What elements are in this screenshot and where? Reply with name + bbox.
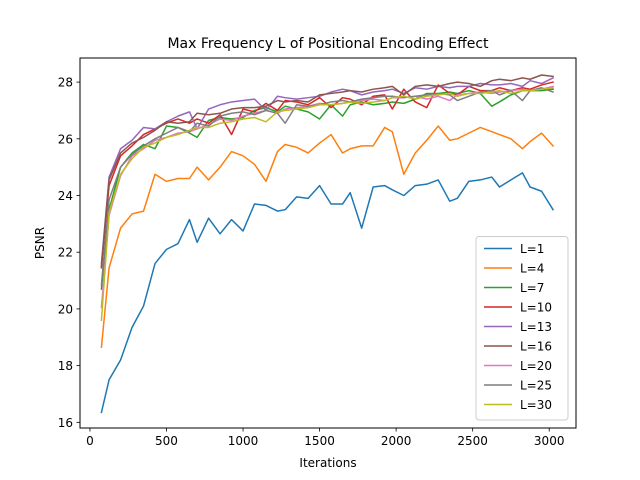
series-lines bbox=[100, 74, 555, 414]
x-tick-label: 2000 bbox=[381, 434, 412, 448]
series-line-l-30 bbox=[100, 86, 554, 322]
x-tick-label: 3000 bbox=[534, 434, 565, 448]
series-line-l-13 bbox=[100, 76, 555, 265]
y-axis-label: PSNR bbox=[33, 227, 47, 259]
y-axis-ticks: 16 18 20 22 24 26 28 bbox=[58, 76, 80, 430]
legend-box bbox=[475, 236, 569, 421]
legend: L=1 L=4 L=7 L=10 L=13 L=16 L=20 L=25 L=30 bbox=[475, 236, 569, 421]
y-tick-label: 22 bbox=[58, 246, 73, 260]
legend-label: L=4 bbox=[520, 262, 544, 276]
legend-label: L=30 bbox=[520, 398, 552, 412]
y-tick-label: 28 bbox=[58, 76, 73, 90]
legend-label: L=1 bbox=[520, 242, 544, 256]
legend-label: L=25 bbox=[520, 379, 552, 393]
series-line-l-10 bbox=[100, 81, 554, 269]
x-tick-label: 1000 bbox=[228, 434, 259, 448]
chart-title: Max Frequency L of Positional Encoding E… bbox=[167, 36, 489, 52]
series-line-l-16 bbox=[100, 74, 554, 268]
legend-label: L=20 bbox=[520, 359, 552, 373]
x-axis-label: Iterations bbox=[299, 456, 356, 470]
x-tick-label: 500 bbox=[155, 434, 178, 448]
legend-label: L=16 bbox=[520, 340, 552, 354]
series-line-l-25 bbox=[100, 87, 555, 286]
y-tick-label: 26 bbox=[58, 132, 73, 146]
y-tick-label: 20 bbox=[58, 302, 73, 316]
y-tick-label: 24 bbox=[58, 189, 73, 203]
series-line-l-1 bbox=[100, 172, 555, 414]
legend-label: L=10 bbox=[520, 301, 552, 315]
x-tick-label: 0 bbox=[86, 434, 94, 448]
series-line-l-4 bbox=[100, 125, 555, 349]
legend-label: L=13 bbox=[520, 320, 552, 334]
x-tick-label: 1500 bbox=[304, 434, 335, 448]
x-axis-ticks: 0 500 1000 1500 2000 2500 3000 bbox=[86, 428, 564, 448]
axes bbox=[79, 57, 577, 429]
y-tick-label: 18 bbox=[58, 359, 73, 373]
y-tick-label: 16 bbox=[58, 416, 73, 430]
x-tick-label: 2500 bbox=[457, 434, 488, 448]
plot-frame bbox=[79, 57, 577, 429]
legend-label: L=7 bbox=[520, 281, 544, 295]
